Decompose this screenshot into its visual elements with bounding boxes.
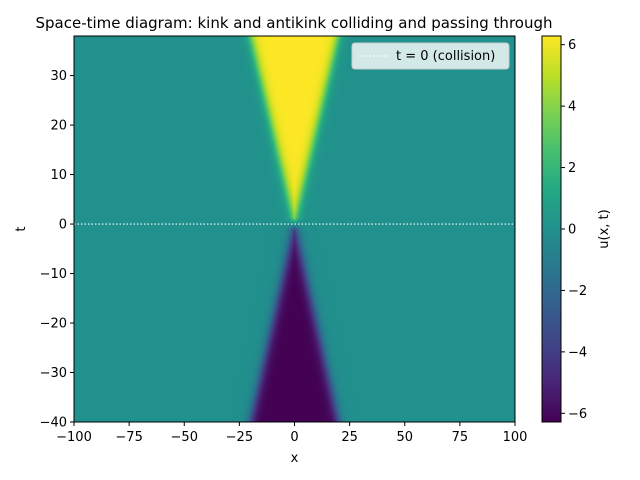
colorbar-tick-label: 0 xyxy=(568,223,576,238)
colorbar-tick-label: 4 xyxy=(568,100,576,115)
x-axis: −100 −75 −50 −25 0 25 50 75 100 xyxy=(56,422,527,445)
heatmap-image xyxy=(74,36,515,422)
legend-label: t = 0 (collision) xyxy=(396,49,495,64)
y-tick-label: −10 xyxy=(40,267,67,282)
colorbar-tick-label: −4 xyxy=(568,345,587,360)
x-tick-label: −75 xyxy=(115,430,142,445)
y-tick-label: −30 xyxy=(40,366,67,381)
y-axis: −40 −30 −20 −10 0 10 20 30 xyxy=(40,69,74,431)
y-tick-label: 10 xyxy=(50,168,67,183)
colorbar-tick-label: 2 xyxy=(568,161,576,176)
y-tick-label: 30 xyxy=(50,69,67,84)
colorbar-gradient xyxy=(541,35,562,423)
legend-box xyxy=(351,42,510,70)
plot-area xyxy=(73,35,516,423)
x-tick-label: −100 xyxy=(56,430,92,445)
y-tick-label: 0 xyxy=(59,218,67,233)
x-axis-label: x xyxy=(291,451,299,466)
colorbar-tick-label: −2 xyxy=(568,284,587,299)
x-tick-label: −25 xyxy=(226,430,253,445)
colorbar-tick-label: 6 xyxy=(568,38,576,53)
x-tick-label: −50 xyxy=(171,430,198,445)
colorbar: −6 −4 −2 0 2 4 6 u(x, t) xyxy=(541,35,612,423)
colorbar-tick-label: −6 xyxy=(568,407,587,422)
x-tick-label: 75 xyxy=(452,430,469,445)
y-tick-label: −40 xyxy=(40,416,67,431)
y-tick-label: −20 xyxy=(40,317,67,332)
y-axis-label: t xyxy=(14,226,29,231)
x-tick-label: 100 xyxy=(503,430,528,445)
y-tick-label: 20 xyxy=(50,119,67,134)
colorbar-label: u(x, t) xyxy=(597,209,612,248)
x-tick-label: 0 xyxy=(290,430,298,445)
chart-title: Space-time diagram: kink and antikink co… xyxy=(36,14,553,32)
x-tick-label: 25 xyxy=(341,430,358,445)
legend: t = 0 (collision) xyxy=(351,42,510,70)
x-tick-label: 50 xyxy=(396,430,413,445)
colorbar-ticks: −6 −4 −2 0 2 4 6 xyxy=(561,38,587,422)
